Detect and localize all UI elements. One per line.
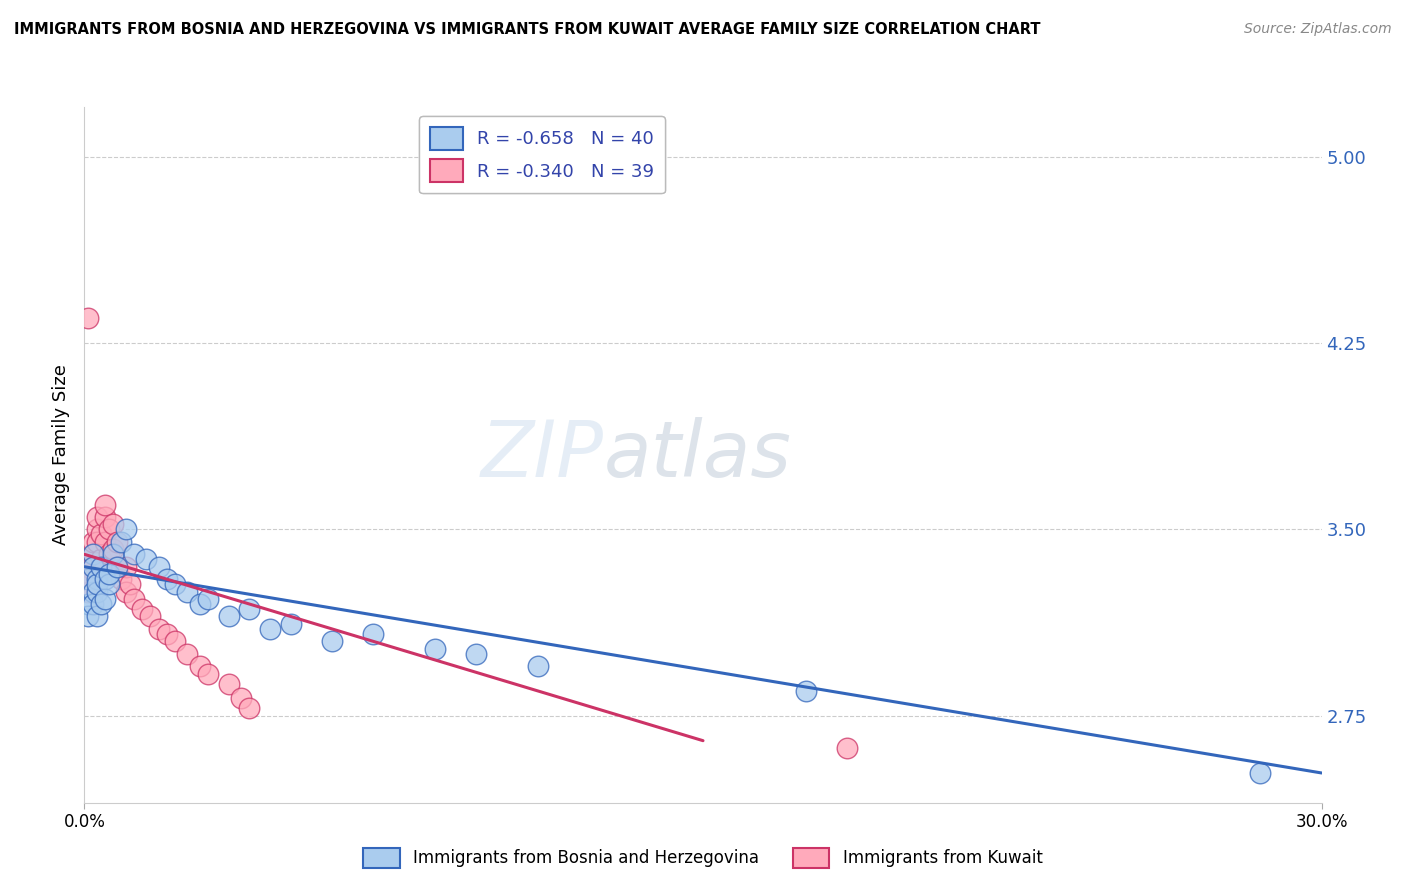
Point [103, 547, 125, 561]
Point [118, 577, 141, 591]
Point [465, 647, 488, 661]
Point [794, 684, 817, 698]
Point [82, 547, 104, 561]
Point [148, 622, 170, 636]
Point [98, 567, 121, 582]
Point [188, 597, 211, 611]
Point [110, 535, 132, 549]
Point [229, 691, 252, 706]
Point [148, 559, 170, 574]
Point [86, 523, 108, 537]
Point [103, 542, 125, 557]
Legend: R = -0.658   N = 40, R = -0.340   N = 39: R = -0.658 N = 40, R = -0.340 N = 39 [419, 116, 665, 194]
Point [280, 616, 302, 631]
Point [94, 498, 117, 512]
Point [321, 634, 343, 648]
Text: ZIP: ZIP [481, 417, 605, 493]
Point [837, 741, 859, 756]
Point [165, 577, 187, 591]
Point [82, 547, 104, 561]
Point [98, 577, 121, 591]
Point [77, 584, 100, 599]
Point [122, 592, 145, 607]
Point [90, 552, 112, 566]
Point [188, 659, 211, 673]
Point [135, 552, 157, 566]
Point [218, 676, 240, 690]
Point [1249, 766, 1271, 780]
Point [98, 547, 121, 561]
Point [86, 510, 108, 524]
Point [90, 597, 112, 611]
Point [105, 535, 128, 549]
Text: atlas: atlas [605, 417, 792, 493]
Point [94, 559, 117, 574]
Point [77, 597, 100, 611]
Point [176, 584, 198, 599]
Legend: Immigrants from Bosnia and Herzegovina, Immigrants from Kuwait: Immigrants from Bosnia and Herzegovina, … [357, 841, 1049, 875]
Point [77, 311, 100, 326]
Point [77, 559, 100, 574]
Point [86, 609, 108, 624]
Point [82, 559, 104, 574]
Point [218, 609, 240, 624]
Point [423, 641, 446, 656]
Point [86, 572, 108, 586]
Point [110, 572, 132, 586]
Point [238, 602, 260, 616]
Point [105, 559, 128, 574]
Point [156, 572, 179, 586]
Point [82, 584, 104, 599]
Y-axis label: Average Family Size: Average Family Size [52, 365, 70, 545]
Point [103, 517, 125, 532]
Point [90, 559, 112, 574]
Point [197, 592, 219, 607]
Point [165, 634, 187, 648]
Point [527, 659, 550, 673]
Point [86, 584, 108, 599]
Point [82, 597, 104, 611]
Point [94, 510, 117, 524]
Point [114, 559, 136, 574]
Point [156, 627, 179, 641]
Point [94, 592, 117, 607]
Point [122, 547, 145, 561]
Point [94, 572, 117, 586]
Point [94, 535, 117, 549]
Point [176, 647, 198, 661]
Point [114, 584, 136, 599]
Point [86, 535, 108, 549]
Point [259, 622, 281, 636]
Point [238, 701, 260, 715]
Point [77, 609, 100, 624]
Point [139, 609, 162, 624]
Point [105, 559, 128, 574]
Point [86, 577, 108, 591]
Point [77, 572, 100, 586]
Point [361, 627, 384, 641]
Point [114, 523, 136, 537]
Point [98, 523, 121, 537]
Point [77, 572, 100, 586]
Point [82, 535, 104, 549]
Point [197, 666, 219, 681]
Point [82, 559, 104, 574]
Text: IMMIGRANTS FROM BOSNIA AND HERZEGOVINA VS IMMIGRANTS FROM KUWAIT AVERAGE FAMILY : IMMIGRANTS FROM BOSNIA AND HERZEGOVINA V… [14, 22, 1040, 37]
Point [131, 602, 153, 616]
Point [90, 527, 112, 541]
Text: Source: ZipAtlas.com: Source: ZipAtlas.com [1244, 22, 1392, 37]
